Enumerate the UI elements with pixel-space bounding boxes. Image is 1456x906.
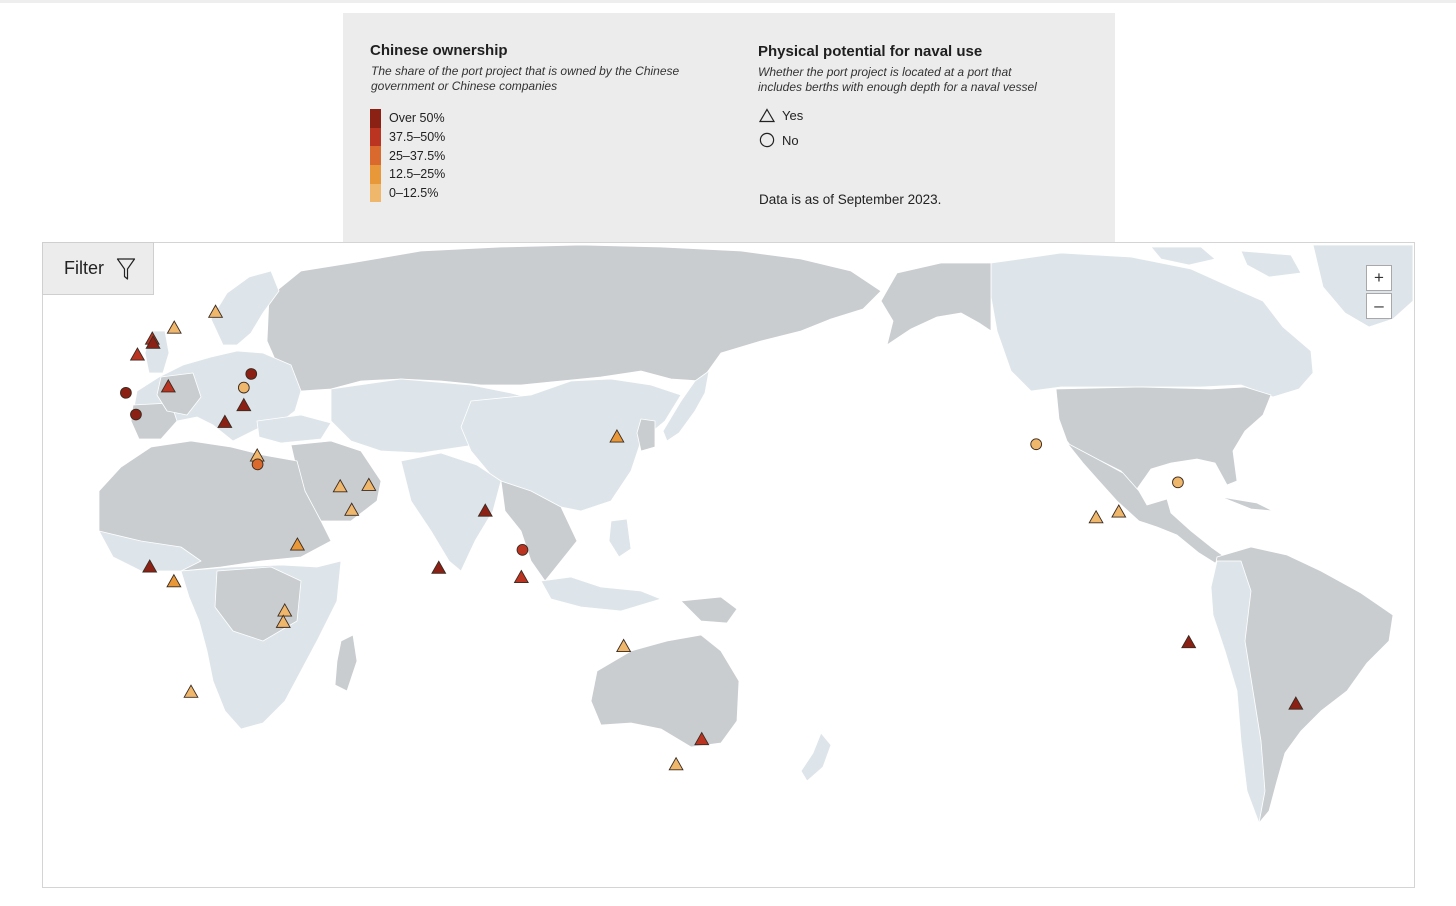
land-new-zealand xyxy=(800,732,832,782)
land-se-asia xyxy=(500,480,578,582)
port-marker-newcastle[interactable] xyxy=(694,731,710,746)
land-philippines xyxy=(608,518,632,558)
port-marker-veracruz[interactable] xyxy=(1111,504,1127,518)
naval-yes-label: Yes xyxy=(782,108,804,123)
port-marker-hambantota[interactable] xyxy=(431,560,447,574)
swatch-over-50 xyxy=(370,109,381,128)
land-layer xyxy=(98,244,1414,824)
port-marker-sokhna[interactable] xyxy=(251,458,264,471)
ownership-legend-title: Chinese ownership xyxy=(370,42,508,59)
land-china xyxy=(460,378,682,512)
filter-label: Filter xyxy=(64,258,104,278)
port-marker-constanta[interactable] xyxy=(237,381,250,394)
port-marker-kyaukpyu[interactable] xyxy=(477,503,493,517)
land-korea xyxy=(636,418,656,452)
land-alaska xyxy=(880,262,992,346)
port-marker-bilbao[interactable] xyxy=(120,386,132,399)
scale-label-25-37: 25–37.5% xyxy=(389,148,446,163)
land-turkey xyxy=(256,414,332,444)
land-india xyxy=(400,452,502,572)
port-marker-lazaro-cardenas[interactable] xyxy=(1088,509,1104,524)
port-marker-miami[interactable] xyxy=(1172,476,1184,489)
port-marker-hamburg[interactable] xyxy=(166,320,182,334)
legend-panel: Chinese ownership The share of the port … xyxy=(343,13,1115,242)
land-caribbean xyxy=(1220,496,1274,512)
port-marker-kribi[interactable] xyxy=(166,573,182,588)
scale-label-37-50: 37.5–50% xyxy=(389,130,446,145)
port-marker-mombasa[interactable] xyxy=(277,603,293,617)
naval-no-row: No xyxy=(759,132,799,148)
ports-layer[interactable] xyxy=(120,304,1304,771)
naval-legend-subtitle-2: includes berths with enough depth for a … xyxy=(758,80,1037,94)
land-australia xyxy=(590,634,740,748)
port-marker-djibouti[interactable] xyxy=(289,537,306,551)
land-uk xyxy=(144,330,170,374)
triangle-outline-icon xyxy=(759,108,775,123)
scale-row-12-25: 12.5–25% xyxy=(370,165,445,184)
port-marker-gwadar[interactable] xyxy=(361,477,377,491)
port-marker-klaipeda[interactable] xyxy=(207,304,224,318)
ownership-legend-subtitle-1: The share of the port project that is ow… xyxy=(371,64,680,78)
map-canvas[interactable] xyxy=(43,243,1415,888)
world-map[interactable] xyxy=(42,242,1415,888)
land-scandinavia xyxy=(210,270,280,346)
port-marker-ambarli[interactable] xyxy=(236,397,252,412)
port-marker-walvis-bay[interactable] xyxy=(183,684,199,698)
port-marker-valencia[interactable] xyxy=(130,408,142,421)
swatch-0-12 xyxy=(370,183,381,203)
port-marker-lagos[interactable] xyxy=(142,559,158,573)
port-marker-los-angeles[interactable] xyxy=(1030,438,1043,451)
port-marker-busan[interactable] xyxy=(609,429,625,443)
port-marker-le-havre[interactable] xyxy=(129,347,146,361)
port-marker-paranagua[interactable] xyxy=(1288,696,1304,710)
port-marker-vado[interactable] xyxy=(160,378,176,393)
top-divider xyxy=(0,0,1456,3)
port-marker-duqm[interactable] xyxy=(344,502,360,516)
swatch-25-37 xyxy=(370,146,381,166)
land-indonesia xyxy=(540,576,662,612)
land-usa xyxy=(1055,386,1272,490)
scale-row-37-50: 37.5–50% xyxy=(370,127,446,147)
naval-legend-subtitle-1: Whether the port project is located at a… xyxy=(758,65,1012,79)
scale-label-over-50: Over 50% xyxy=(389,111,445,126)
port-marker-piraeus[interactable] xyxy=(217,414,233,428)
port-marker-odesa[interactable] xyxy=(245,368,258,380)
land-russia xyxy=(266,244,882,392)
port-marker-khalifa[interactable] xyxy=(332,478,348,493)
zoom-out-button[interactable]: – xyxy=(1366,293,1392,319)
funnel-icon xyxy=(116,257,136,280)
scale-row-over-50: Over 50% xyxy=(370,109,445,128)
filter-button[interactable]: Filter xyxy=(42,242,154,295)
port-marker-melbourne[interactable] xyxy=(668,756,684,771)
port-marker-dar-es-salaam[interactable] xyxy=(275,614,291,628)
port-marker-ream[interactable] xyxy=(516,544,529,556)
land-japan xyxy=(662,370,710,442)
land-arctic-islands xyxy=(1150,246,1302,278)
data-as-of-note: Data is as of September 2023. xyxy=(759,192,942,207)
land-west-africa xyxy=(98,530,202,572)
naval-yes-row: Yes xyxy=(759,108,803,123)
port-marker-darwin[interactable] xyxy=(616,638,632,653)
ownership-legend-subtitle-2: government or Chinese companies xyxy=(371,79,558,93)
land-south-america-west xyxy=(1210,560,1266,824)
naval-no-label: No xyxy=(782,132,799,148)
scale-row-25-37: 25–37.5% xyxy=(370,146,446,166)
swatch-37-50 xyxy=(370,127,381,147)
land-greenland xyxy=(1312,244,1414,328)
port-marker-kuantan[interactable] xyxy=(513,569,529,584)
scale-row-0-12: 0–12.5% xyxy=(370,183,445,203)
ownership-color-scale: Over 50% 37.5–50% 25–37.5% 12.5–25% 0–12… xyxy=(370,109,446,203)
naval-legend-title: Physical potential for naval use xyxy=(758,43,983,60)
land-png xyxy=(680,596,738,624)
scale-label-0-12: 0–12.5% xyxy=(389,186,439,201)
scale-label-12-25: 12.5–25% xyxy=(389,167,446,182)
land-madagascar xyxy=(334,634,358,692)
port-marker-chancay[interactable] xyxy=(1181,634,1197,649)
swatch-12-25 xyxy=(370,165,381,184)
land-canada xyxy=(990,252,1314,398)
circle-outline-icon xyxy=(759,132,775,148)
port-marker-antwerp[interactable] xyxy=(145,335,161,349)
zoom-in-button[interactable]: + xyxy=(1366,265,1392,291)
